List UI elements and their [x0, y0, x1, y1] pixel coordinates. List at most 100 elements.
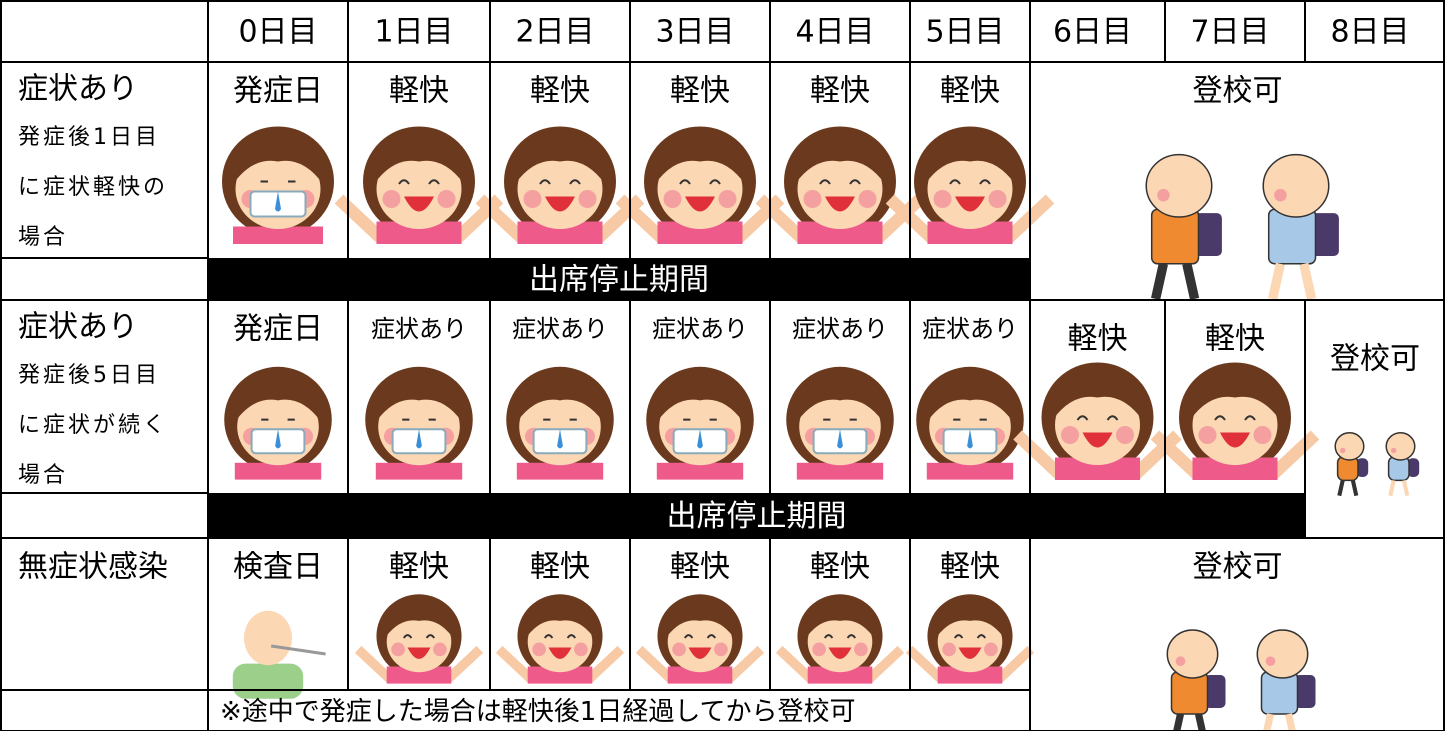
legs: [1388, 479, 1410, 497]
cell-text: 軽快: [670, 550, 730, 585]
mouth: [958, 647, 982, 659]
cell-text: 軽快: [940, 74, 1000, 109]
sick-face-icon: [222, 126, 334, 244]
shirt: [667, 666, 733, 684]
happy-face-icon: [885, 126, 1055, 244]
cheek: [437, 190, 456, 208]
skin: [927, 149, 1013, 229]
cell-text: 場合: [18, 225, 68, 250]
cheek: [942, 642, 956, 657]
mouth: [825, 196, 855, 212]
mouth: [688, 647, 712, 659]
happy-face-icon: [635, 594, 765, 684]
cheek: [391, 642, 405, 657]
mouth: [545, 196, 575, 212]
happy-face-icon: [334, 126, 504, 244]
drop: [416, 429, 422, 449]
cheek: [1265, 656, 1276, 666]
mouth: [404, 196, 434, 212]
cell-text: 3日目: [655, 15, 734, 50]
head: [1262, 153, 1330, 218]
shirt: [656, 462, 744, 480]
backpack: [1294, 675, 1316, 708]
cell-text: 無症状感染: [18, 550, 168, 585]
cell-text: 出席停止期間: [667, 499, 847, 534]
legs: [1151, 262, 1200, 300]
cell-text: 症状あり: [792, 315, 888, 343]
shirt: [234, 462, 322, 480]
happy-face-icon: [475, 126, 645, 244]
shirt: [386, 666, 452, 684]
cheek: [854, 642, 868, 657]
cell-text: 軽快: [530, 550, 590, 585]
bangs: [935, 601, 1005, 638]
bangs: [796, 376, 884, 422]
eyes: [823, 634, 857, 639]
swab: [270, 644, 326, 656]
eyes: [1214, 415, 1256, 421]
cell-text: ※途中で発症した場合は軽快後1日経過してから登校可: [220, 697, 856, 727]
shirt: [937, 666, 1003, 684]
head: [1145, 153, 1213, 218]
cheek: [578, 190, 597, 208]
skin: [937, 611, 1003, 673]
cell-text: 0日目: [238, 15, 317, 50]
eyes: [819, 179, 861, 185]
happy-face-icon: [1150, 362, 1320, 480]
head: [1385, 432, 1416, 461]
happy-face-icon: [905, 594, 1035, 684]
cell-text: 症状あり: [18, 310, 138, 345]
child-icon: [1145, 153, 1222, 300]
skin: [657, 149, 743, 229]
bangs: [516, 376, 604, 422]
stop-period-bar: [208, 493, 1305, 538]
mouth: [828, 647, 852, 659]
eyes: [949, 179, 991, 185]
cheek: [988, 190, 1007, 208]
backpack: [1407, 458, 1420, 477]
child-icon: [1334, 432, 1369, 497]
bangs: [805, 601, 875, 638]
backpack: [1311, 213, 1339, 256]
shirt: [1192, 457, 1278, 480]
bangs: [234, 376, 322, 422]
bangs: [795, 136, 885, 184]
cheek: [523, 190, 542, 208]
legs: [1173, 713, 1206, 731]
cell-text: 4日目: [795, 15, 874, 50]
cheek: [433, 642, 447, 657]
torso: [232, 663, 304, 699]
shirt: [376, 221, 462, 244]
skin: [667, 611, 733, 673]
cell-text: 場合: [18, 463, 68, 488]
eyes: [679, 179, 721, 185]
cell-text: 症状あり: [922, 315, 1018, 343]
happy-face-icon: [775, 594, 905, 684]
happy-face-icon: [1013, 362, 1182, 480]
sick-face-icon: [916, 366, 1024, 480]
cell-text: 登校可: [1193, 550, 1283, 585]
legs: [1263, 713, 1296, 731]
cell-text: 2日目: [515, 15, 594, 50]
cell-text: 軽快: [1205, 322, 1265, 357]
mouth: [685, 196, 715, 212]
bangs: [925, 136, 1015, 184]
skin: [807, 611, 873, 673]
cell-text: 軽快: [389, 550, 449, 585]
cheek: [1175, 656, 1186, 666]
happy-face-icon: [615, 126, 785, 244]
cell-text: 症状あり: [652, 315, 748, 343]
shirt: [657, 221, 743, 244]
shirt: [797, 221, 883, 244]
cell-text: 登校可: [1330, 342, 1420, 377]
cell-text: 軽快: [940, 550, 1000, 585]
cell-text: 軽快: [530, 74, 590, 109]
shirt: [517, 221, 603, 244]
bangs: [1190, 372, 1280, 420]
cheek: [663, 190, 682, 208]
eyes: [398, 179, 440, 185]
skin: [517, 149, 603, 229]
sick-face-icon: [224, 366, 332, 480]
skin: [1192, 385, 1278, 465]
cheek: [1390, 447, 1397, 454]
